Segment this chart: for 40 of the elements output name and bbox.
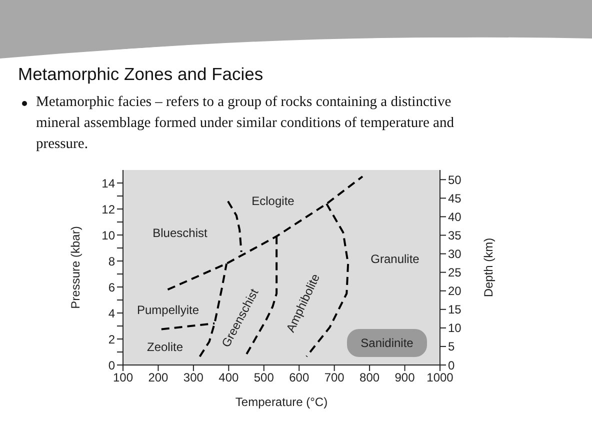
y-tick-label: 6 (108, 280, 116, 294)
x-tick-label: 900 (394, 370, 416, 385)
y2-tick-label: 35 (448, 228, 462, 243)
y2-tick-label: 20 (448, 284, 462, 298)
x-tick-label: 800 (360, 370, 380, 385)
annotation: Sanidinite (360, 336, 414, 350)
y2-tick-label: 40 (448, 210, 462, 224)
chart-subtitle: Metamorphic facies – refers to a group of rocks containing a distinctive mineral assemblage formed under similar conditions of temperature and pressure. (36, 93, 455, 154)
annotation: Zeolite (146, 340, 184, 354)
x-tick-label: 500 (254, 370, 274, 385)
annotation: Blueschist (152, 226, 208, 240)
y-tick-label: 2 (108, 332, 116, 346)
x-tick-label: 300 (183, 370, 204, 385)
annotation: Granulite (370, 252, 420, 266)
y2-axis-title: Depth (km) (481, 238, 496, 298)
y2-tick-label: 0 (448, 358, 455, 372)
x-tick-label: 100 (112, 370, 134, 385)
annotation: Eclogite (252, 194, 295, 208)
y2-tick-label: 45 (448, 191, 462, 206)
y-tick-label: 10 (102, 228, 116, 242)
x-tick-label: 600 (289, 370, 310, 385)
y2-tick-label: 25 (448, 266, 462, 280)
y-tick-label: 8 (108, 254, 116, 268)
x-tick-label: 400 (218, 370, 239, 385)
y2-tick-label: 50 (448, 172, 462, 187)
y-tick-label: 14 (102, 176, 116, 190)
x-axis-title: Temperature (°C) (235, 395, 328, 409)
x-tick-label: 700 (324, 370, 345, 385)
y2-tick-label: 5 (448, 340, 455, 354)
y-tick-label: 0 (108, 358, 116, 372)
y-tick-label: 12 (102, 202, 116, 216)
y-axis-title: Pressure (kbar) (68, 226, 82, 309)
y2-tick-label: 30 (448, 247, 462, 262)
y2-tick-label: 15 (448, 302, 462, 317)
x-tick-label: 200 (148, 370, 169, 385)
y-tick-label: 4 (108, 306, 116, 320)
x-tick-label: 1000 (426, 370, 454, 385)
annotation: Pumpellyite (136, 303, 200, 317)
chart-title: Metamorphic Zones and Facies (18, 64, 264, 85)
y2-tick-label: 10 (448, 321, 462, 336)
